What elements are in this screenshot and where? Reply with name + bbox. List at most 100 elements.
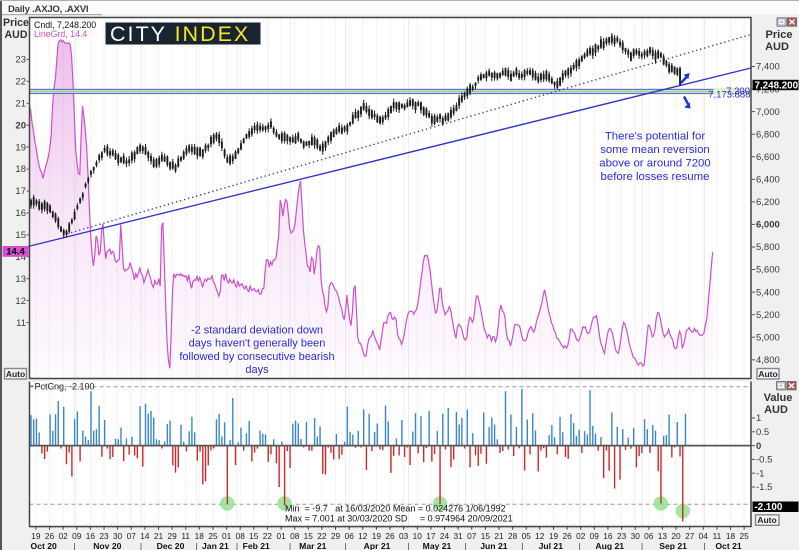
svg-text:4,800: 4,800 [756,355,780,366]
svg-text:Auto: Auto [758,369,777,379]
svg-text:16: 16 [86,531,96,541]
svg-text:29: 29 [331,531,341,541]
svg-text:Max = 7.001 at 30/03/2020 SD: Max = 7.001 at 30/03/2020 SD = 0.974964 … [285,514,513,524]
svg-text:16: 16 [15,208,26,219]
svg-text:22: 22 [15,77,26,88]
svg-text:7,000: 7,000 [756,107,780,118]
svg-text:6,200: 6,200 [756,197,780,208]
svg-text:Daily .AXJO, .AXVI: Daily .AXJO, .AXVI [8,4,89,15]
svg-text:6,000: 6,000 [756,220,780,231]
svg-text:|: | [140,542,142,550]
svg-text:14: 14 [140,531,150,541]
svg-text:-2 standard deviation down: -2 standard deviation down [191,325,323,337]
svg-text:days haven't generally been: days haven't generally been [189,338,326,350]
svg-text:02: 02 [576,531,586,541]
svg-text:Aug 21: Aug 21 [595,541,624,550]
svg-text:LineGrd, 14.4: LineGrd, 14.4 [34,29,87,39]
svg-text:25: 25 [208,531,218,541]
svg-text:1: 1 [756,413,761,424]
svg-text:16: 16 [603,531,613,541]
svg-text:0: 0 [756,441,761,452]
svg-text:05: 05 [522,531,532,541]
svg-text:13: 13 [658,531,668,541]
svg-text:Dec 20: Dec 20 [157,541,185,550]
svg-text:26: 26 [562,531,572,541]
svg-text:27: 27 [685,531,695,541]
svg-text:Price: Price [3,17,29,29]
svg-text:01: 01 [222,531,232,541]
svg-text:|: | [521,542,523,550]
svg-text:23: 23 [617,531,627,541]
svg-text:|: | [196,542,198,550]
svg-text:above or around 7200: above or around 7200 [599,158,710,170]
svg-text:|: | [289,542,291,550]
svg-text:0.5: 0.5 [756,427,769,438]
svg-text:21: 21 [15,99,26,110]
svg-text:18: 18 [195,531,205,541]
svg-text:7,200: 7,200 [726,86,750,97]
svg-text:30: 30 [631,531,641,541]
svg-text:Nov 20: Nov 20 [93,541,121,550]
svg-text:14.4: 14.4 [6,247,25,258]
svg-text:02: 02 [58,531,68,541]
svg-text:21: 21 [494,531,504,541]
svg-text:days: days [245,364,269,376]
svg-text:31: 31 [453,531,463,541]
svg-text:Jun 21: Jun 21 [480,541,507,550]
svg-text:14: 14 [15,252,26,263]
svg-text:May 21: May 21 [423,541,452,550]
svg-text:|: | [464,542,466,550]
svg-text:11: 11 [181,531,190,541]
svg-text:Sep 21: Sep 21 [659,541,687,550]
svg-text:13: 13 [15,274,26,285]
svg-text:7,248.200: 7,248.200 [755,80,799,91]
svg-text:Feb 21: Feb 21 [243,541,270,550]
svg-text:Auto: Auto [6,369,25,379]
svg-text:AUD: AUD [5,29,28,41]
svg-text:Jan 21: Jan 21 [202,541,229,550]
svg-text:07: 07 [127,531,137,541]
svg-text:-1: -1 [756,468,764,479]
svg-text:|: | [73,542,75,550]
svg-text:24: 24 [440,531,450,541]
svg-text:5,800: 5,800 [756,242,780,253]
svg-text:26: 26 [385,531,395,541]
svg-text:5,600: 5,600 [756,265,780,276]
svg-text:Cndl, 7,248.200: Cndl, 7,248.200 [34,20,96,30]
svg-text:19: 19 [15,142,26,153]
svg-text:20: 20 [15,120,26,131]
svg-text:CITY INDEX: CITY INDEX [110,22,250,46]
svg-text:10: 10 [413,531,423,541]
svg-text:21: 21 [154,531,164,541]
svg-text:23: 23 [15,55,26,66]
svg-text:Value: Value [764,392,793,404]
svg-text:followed by consecutive bearis: followed by consecutive bearish [179,351,334,363]
svg-text:22: 22 [317,531,327,541]
svg-text:19: 19 [31,531,41,541]
svg-text:6,600: 6,600 [756,152,780,163]
svg-text:08: 08 [236,531,246,541]
svg-text:22: 22 [263,531,273,541]
svg-text:|: | [344,542,346,550]
svg-text:5,200: 5,200 [756,310,780,321]
svg-text:30: 30 [113,531,123,541]
svg-text:12: 12 [15,296,26,307]
svg-text:11: 11 [16,318,26,329]
svg-text:07: 07 [467,531,477,541]
svg-text:09: 09 [590,531,600,541]
svg-text:08: 08 [290,531,300,541]
svg-text:19: 19 [549,531,559,541]
svg-text:29: 29 [167,531,177,541]
svg-text:-0.5: -0.5 [756,455,772,466]
svg-text:15: 15 [304,531,314,541]
svg-text:03: 03 [399,531,409,541]
svg-text:15: 15 [15,230,26,241]
svg-text:some mean reversion: some mean reversion [600,144,710,156]
svg-text:Mar 21: Mar 21 [299,541,326,550]
svg-text:19: 19 [372,531,382,541]
svg-text:25: 25 [739,531,749,541]
svg-text:6,800: 6,800 [756,129,780,140]
svg-text:7,173.888: 7,173.888 [708,89,750,100]
svg-text:Oct 20: Oct 20 [31,541,57,550]
svg-text:AUD: AUD [765,41,789,53]
